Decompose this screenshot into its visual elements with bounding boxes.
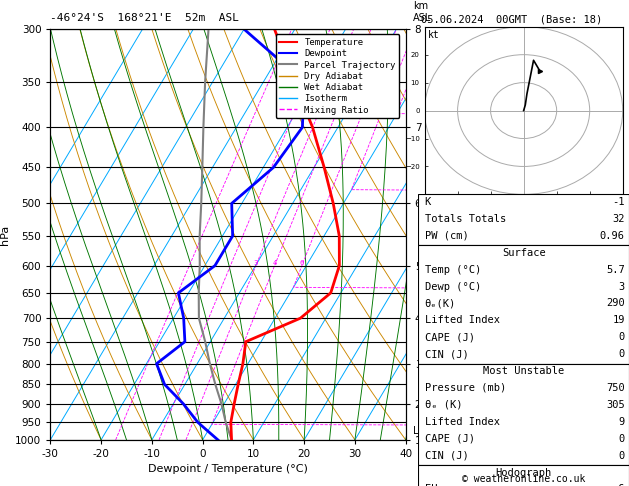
Text: © weatheronline.co.uk: © weatheronline.co.uk (462, 473, 586, 484)
Text: Most Unstable: Most Unstable (483, 366, 564, 376)
Text: 3: 3 (253, 260, 258, 265)
Y-axis label: hPa: hPa (0, 225, 9, 244)
Text: 0.96: 0.96 (600, 231, 625, 241)
Text: 19: 19 (612, 315, 625, 325)
Text: 0: 0 (618, 434, 625, 444)
Text: CIN (J): CIN (J) (425, 451, 469, 461)
Text: 305: 305 (606, 400, 625, 410)
Text: 9: 9 (618, 417, 625, 427)
Text: θₑ (K): θₑ (K) (425, 400, 462, 410)
Text: 290: 290 (606, 298, 625, 309)
Text: EH: EH (425, 485, 437, 486)
Text: 05.06.2024  00GMT  (Base: 18): 05.06.2024 00GMT (Base: 18) (421, 15, 603, 25)
Text: 6: 6 (299, 260, 304, 265)
Text: CAPE (J): CAPE (J) (425, 434, 475, 444)
Text: Pressure (mb): Pressure (mb) (425, 383, 506, 393)
FancyBboxPatch shape (418, 364, 629, 465)
FancyBboxPatch shape (418, 194, 629, 245)
Text: Totals Totals: Totals Totals (425, 214, 506, 224)
Legend: Temperature, Dewpoint, Parcel Trajectory, Dry Adiabat, Wet Adiabat, Isotherm, Mi: Temperature, Dewpoint, Parcel Trajectory… (276, 35, 399, 118)
Text: CAPE (J): CAPE (J) (425, 332, 475, 342)
Text: K: K (425, 197, 431, 207)
Text: kt: kt (428, 30, 440, 39)
Text: -6: -6 (612, 485, 625, 486)
Text: Temp (°C): Temp (°C) (425, 264, 481, 275)
X-axis label: Dewpoint / Temperature (°C): Dewpoint / Temperature (°C) (148, 465, 308, 474)
FancyBboxPatch shape (418, 245, 629, 364)
Text: 0: 0 (618, 349, 625, 359)
Text: Lifted Index: Lifted Index (425, 417, 499, 427)
Text: θₑ(K): θₑ(K) (425, 298, 456, 309)
Text: Dewp (°C): Dewp (°C) (425, 281, 481, 292)
Text: -1: -1 (612, 197, 625, 207)
Text: LCL: LCL (413, 426, 431, 436)
Text: 3: 3 (618, 281, 625, 292)
Text: Surface: Surface (502, 248, 545, 258)
Text: 0: 0 (618, 451, 625, 461)
Text: km
ASL: km ASL (413, 1, 431, 23)
Text: CIN (J): CIN (J) (425, 349, 469, 359)
Text: 32: 32 (612, 214, 625, 224)
Text: Mixing Ratio (g/kg): Mixing Ratio (g/kg) (434, 189, 444, 280)
Text: Hodograph: Hodograph (496, 468, 552, 478)
Text: 0: 0 (618, 332, 625, 342)
Text: PW (cm): PW (cm) (425, 231, 469, 241)
Text: -46°24'S  168°21'E  52m  ASL: -46°24'S 168°21'E 52m ASL (50, 13, 239, 23)
Text: 5.7: 5.7 (606, 264, 625, 275)
Text: 750: 750 (606, 383, 625, 393)
FancyBboxPatch shape (418, 465, 629, 486)
Text: 4: 4 (272, 260, 277, 265)
Text: Lifted Index: Lifted Index (425, 315, 499, 325)
